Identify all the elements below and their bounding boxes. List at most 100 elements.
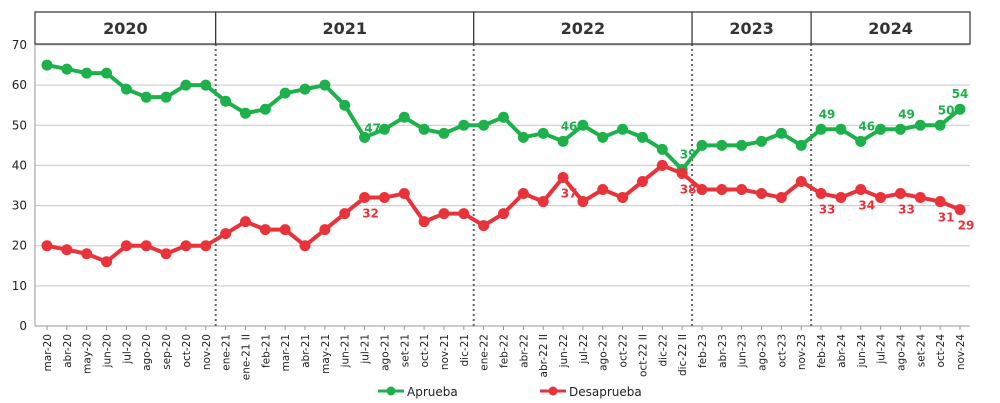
data-point-desaprueba	[954, 204, 966, 216]
data-point-aprueba	[220, 95, 232, 107]
x-tick-label: jul-22	[578, 334, 590, 365]
data-point-desaprueba	[656, 159, 668, 171]
x-tick-label: ago-21	[379, 334, 391, 371]
data-point-desaprueba	[736, 184, 748, 196]
data-point-desaprueba	[756, 188, 768, 200]
data-point-desaprueba	[795, 175, 807, 187]
data-point-aprueba	[478, 119, 490, 131]
data-point-desaprueba	[378, 192, 390, 204]
x-tick-label: abr-22 II	[538, 334, 550, 377]
data-point-desaprueba	[597, 184, 609, 196]
data-label: 50	[938, 103, 955, 117]
data-point-aprueba	[81, 67, 93, 79]
legend-marker	[548, 386, 558, 396]
x-tick-label: set-24	[915, 334, 927, 368]
x-tick-label: abr-24	[836, 334, 848, 368]
data-point-desaprueba	[617, 192, 629, 204]
x-tick-label: oct-20	[181, 334, 193, 367]
data-point-desaprueba	[835, 192, 847, 204]
data-point-desaprueba	[101, 256, 113, 268]
data-point-aprueba	[894, 123, 906, 135]
data-point-desaprueba	[934, 196, 946, 208]
x-tick-label: dic-22 II	[677, 334, 689, 376]
data-point-desaprueba	[140, 240, 152, 252]
data-point-desaprueba	[398, 188, 410, 200]
y-tick-label: 10	[12, 279, 27, 293]
data-point-aprueba	[597, 131, 609, 143]
x-tick-label: feb-22	[499, 334, 511, 368]
data-point-desaprueba	[716, 184, 728, 196]
data-point-desaprueba	[359, 192, 371, 204]
x-tick-label: feb-24	[816, 334, 828, 368]
data-point-aprueba	[696, 139, 708, 151]
legend-label: Desaprueba	[569, 385, 642, 399]
data-point-desaprueba	[498, 208, 509, 220]
data-point-aprueba	[914, 119, 926, 131]
data-point-aprueba	[200, 79, 212, 91]
data-point-aprueba	[557, 135, 569, 147]
data-point-desaprueba	[676, 167, 688, 179]
x-tick-label: may-21	[320, 334, 332, 374]
data-point-desaprueba	[81, 248, 93, 260]
data-point-desaprueba	[220, 228, 232, 240]
data-point-desaprueba	[815, 188, 827, 200]
data-point-aprueba	[835, 123, 847, 135]
data-point-aprueba	[319, 79, 331, 91]
data-point-desaprueba	[855, 184, 867, 196]
x-tick-label: jul-20	[121, 334, 133, 365]
data-point-desaprueba	[418, 216, 430, 228]
data-point-desaprueba	[438, 208, 450, 220]
data-point-aprueba	[716, 139, 728, 151]
data-point-aprueba	[120, 83, 132, 95]
data-point-aprueba	[756, 135, 768, 147]
data-point-desaprueba	[239, 216, 251, 228]
data-point-desaprueba	[200, 240, 212, 252]
data-label: 33	[898, 203, 915, 217]
data-point-desaprueba	[41, 240, 53, 252]
x-tick-label: oct-21	[419, 334, 431, 367]
y-tick-label: 20	[12, 239, 27, 253]
x-tick-label: jun-22	[558, 334, 570, 368]
x-tick-label: abr-21	[300, 334, 312, 368]
x-tick-label: set-21	[399, 334, 411, 367]
data-point-desaprueba	[914, 192, 926, 204]
data-point-aprueba	[775, 127, 787, 139]
x-tick-label: nov-24	[955, 334, 967, 370]
data-point-desaprueba	[61, 244, 73, 256]
data-label: 37	[561, 186, 578, 200]
data-point-aprueba	[339, 99, 351, 111]
x-tick-label: nov-20	[201, 334, 213, 370]
data-point-aprueba	[180, 79, 192, 91]
year-header-label: 2021	[322, 19, 367, 38]
data-point-aprueba	[160, 91, 172, 103]
data-label: 39	[680, 147, 697, 161]
data-point-desaprueba	[299, 240, 311, 252]
data-point-aprueba	[359, 131, 371, 143]
year-header-label: 2022	[561, 19, 606, 38]
data-point-desaprueba	[894, 188, 906, 200]
x-tick-label: jul-24	[876, 334, 888, 365]
data-point-desaprueba	[537, 196, 549, 208]
data-point-aprueba	[636, 131, 648, 143]
data-point-aprueba	[954, 103, 966, 115]
x-tick-label: oct-22 II	[637, 334, 649, 377]
data-point-aprueba	[795, 139, 807, 151]
x-tick-label: ene-21 II	[240, 334, 252, 380]
data-point-aprueba	[934, 119, 946, 131]
data-point-aprueba	[41, 59, 53, 71]
x-tick-label: nov-23	[796, 334, 808, 370]
x-tick-label: dic-22	[657, 334, 669, 367]
data-point-aprueba	[517, 131, 529, 143]
data-point-desaprueba	[279, 224, 291, 236]
data-label: 49	[819, 107, 836, 121]
data-point-aprueba	[239, 107, 251, 119]
data-point-aprueba	[299, 83, 311, 95]
year-header-box	[215, 11, 475, 45]
data-point-desaprueba	[875, 192, 887, 204]
data-label: 46	[561, 119, 578, 133]
data-point-desaprueba	[160, 248, 172, 260]
data-point-aprueba	[617, 123, 629, 135]
y-tick-label: 50	[12, 118, 27, 132]
data-label: 32	[362, 207, 379, 221]
